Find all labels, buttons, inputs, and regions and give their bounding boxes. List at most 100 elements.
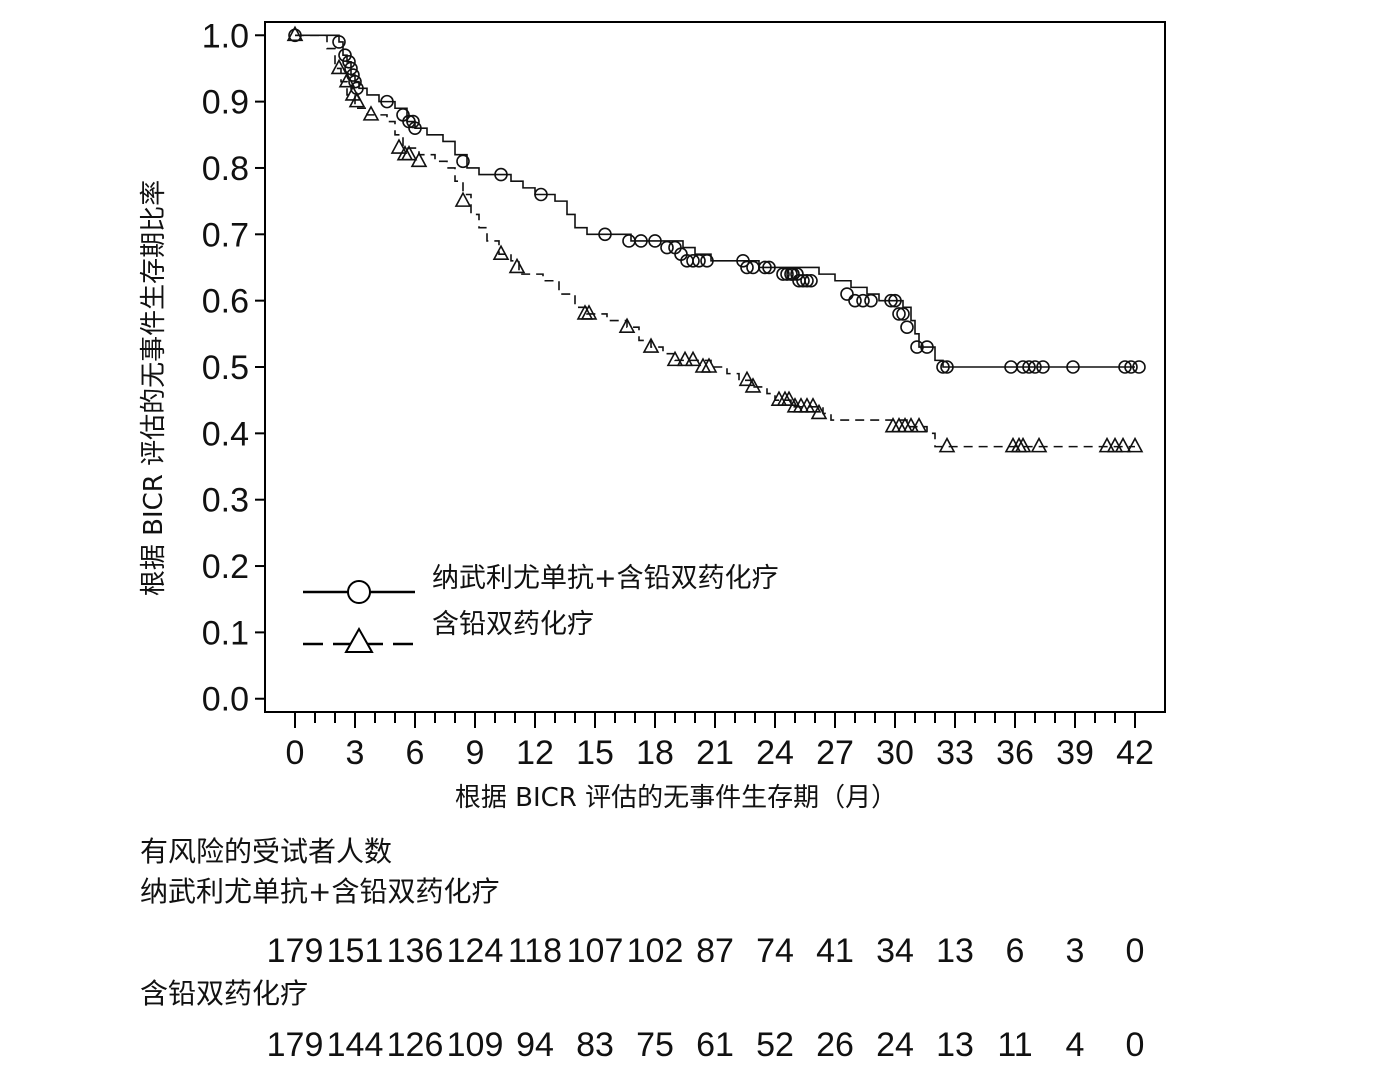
risk-count: 11 — [997, 1026, 1033, 1064]
censor-marker-circle — [344, 61, 358, 76]
censor-marker-circle — [408, 121, 422, 135]
risk-count: 75 — [636, 1026, 674, 1064]
censor-marker-circle — [888, 293, 902, 308]
risk-count: 179 — [266, 932, 324, 970]
risk-count: 124 — [446, 932, 504, 970]
risk-row-label-2: 含铅双药化疗 — [140, 977, 309, 1010]
y-tick-label: 0.0 — [202, 681, 249, 719]
censor-marker-circle — [864, 293, 878, 308]
x-tick-label: 12 — [516, 734, 554, 772]
censor-marker-triangle — [804, 397, 822, 413]
censor-marker-triangle — [744, 377, 762, 393]
x-tick-label: 27 — [816, 734, 854, 772]
censor-marker-triangle — [738, 370, 756, 387]
censor-marker-triangle — [1126, 436, 1144, 453]
risk-count: 151 — [326, 932, 384, 970]
censor-marker-triangle — [1030, 436, 1048, 453]
censor-marker-circle — [1022, 360, 1036, 374]
series-layer — [286, 25, 1146, 453]
censor-marker-circle — [740, 260, 754, 275]
x-tick-label: 3 — [346, 734, 365, 772]
censor-marker-circle — [692, 254, 706, 268]
censor-marker-circle — [1028, 360, 1042, 374]
censor-marker-circle — [892, 307, 906, 321]
censor-marker-circle — [762, 260, 776, 275]
x-axis: 0 3 6 9 12 15 18 21 24 27 30 33 36 39 42 — [286, 712, 1154, 772]
censor-marker-triangle — [390, 138, 408, 154]
y-tick-label: 0.5 — [202, 349, 249, 387]
y-tick-label: 0.3 — [202, 482, 249, 520]
censor-marker-triangle — [642, 337, 660, 353]
x-tick-label: 15 — [576, 734, 614, 772]
censor-marker-triangle — [910, 417, 928, 433]
x-tick-label: 39 — [1056, 734, 1094, 772]
x-tick-label: 18 — [636, 734, 674, 772]
legend-marker-triangle — [344, 626, 374, 653]
censor-marker-triangle — [938, 436, 956, 453]
censor-marker-circle — [1118, 360, 1132, 374]
censor-marker-circle — [342, 55, 356, 69]
censor-marker-circle — [686, 254, 700, 268]
censor-marker-circle — [406, 114, 420, 129]
x-tick-label: 21 — [696, 734, 734, 772]
censor-marker-triangle — [1106, 436, 1124, 453]
x-tick-label: 24 — [756, 734, 794, 772]
risk-count: 41 — [816, 932, 854, 970]
censor-marker-triangle — [454, 191, 472, 207]
censor-marker-circle — [700, 254, 714, 268]
series-2-line — [295, 34, 1135, 448]
censor-marker-circle — [900, 320, 914, 334]
risk-count: 61 — [696, 1026, 734, 1064]
risk-count: 52 — [756, 1026, 794, 1064]
risk-count: 87 — [696, 932, 734, 970]
censor-marker-triangle — [700, 357, 718, 373]
censor-marker-triangle — [362, 105, 380, 121]
censor-marker-circle — [494, 167, 508, 182]
y-axis: 0.0 0.1 0.2 0.3 0.4 0.5 0.6 0.7 0.8 0.9 1.0 — [202, 17, 265, 719]
censor-marker-circle — [780, 267, 794, 281]
censor-marker-triangle — [348, 91, 366, 108]
censor-marker-circle — [840, 287, 854, 301]
y-tick-label: 0.9 — [202, 84, 249, 122]
y-tick-label: 0.6 — [202, 283, 249, 321]
risk-count: 34 — [876, 932, 914, 970]
censor-marker-triangle — [330, 58, 348, 75]
censor-marker-circle — [758, 260, 772, 275]
risk-table-title: 有风险的受试者人数 — [140, 835, 393, 868]
censor-marker-triangle — [338, 72, 356, 88]
censor-marker-triangle — [410, 151, 428, 168]
x-tick-label: 6 — [406, 734, 425, 772]
censor-marker-triangle — [508, 257, 526, 274]
censor-marker-circle — [940, 360, 954, 374]
censor-marker-circle — [920, 340, 934, 354]
x-tick-label: 0 — [286, 734, 305, 772]
censor-marker-circle — [804, 273, 818, 288]
censor-marker-triangle — [902, 417, 920, 433]
censor-marker-circle — [338, 48, 352, 62]
censor-marker-circle — [896, 307, 910, 321]
censor-marker-circle — [1124, 360, 1138, 374]
risk-count: 109 — [446, 1026, 504, 1064]
x-tick-label: 42 — [1116, 734, 1154, 772]
risk-count: 74 — [756, 932, 794, 970]
censor-marker-circle — [380, 94, 394, 109]
censor-marker-triangle — [684, 350, 702, 367]
censor-marker-circle — [660, 240, 674, 255]
x-tick-label: 33 — [936, 734, 974, 772]
y-tick-label: 0.8 — [202, 150, 249, 188]
x-tick-label: 9 — [466, 734, 485, 772]
risk-count: 107 — [566, 932, 624, 970]
censor-marker-triangle — [1014, 436, 1032, 453]
risk-count: 179 — [266, 1026, 324, 1064]
censor-marker-triangle — [780, 390, 798, 406]
risk-count: 3 — [1065, 932, 1085, 970]
censor-marker-triangle — [400, 145, 418, 161]
legend-label-series-2: 含铅双药化疗 — [432, 609, 594, 640]
censor-marker-triangle — [666, 350, 684, 367]
series-1-line — [295, 34, 1135, 368]
risk-count: 0 — [1125, 932, 1145, 970]
risk-count: 6 — [1005, 932, 1025, 970]
censor-marker-circle — [534, 187, 548, 202]
censor-marker-circle — [800, 273, 814, 288]
